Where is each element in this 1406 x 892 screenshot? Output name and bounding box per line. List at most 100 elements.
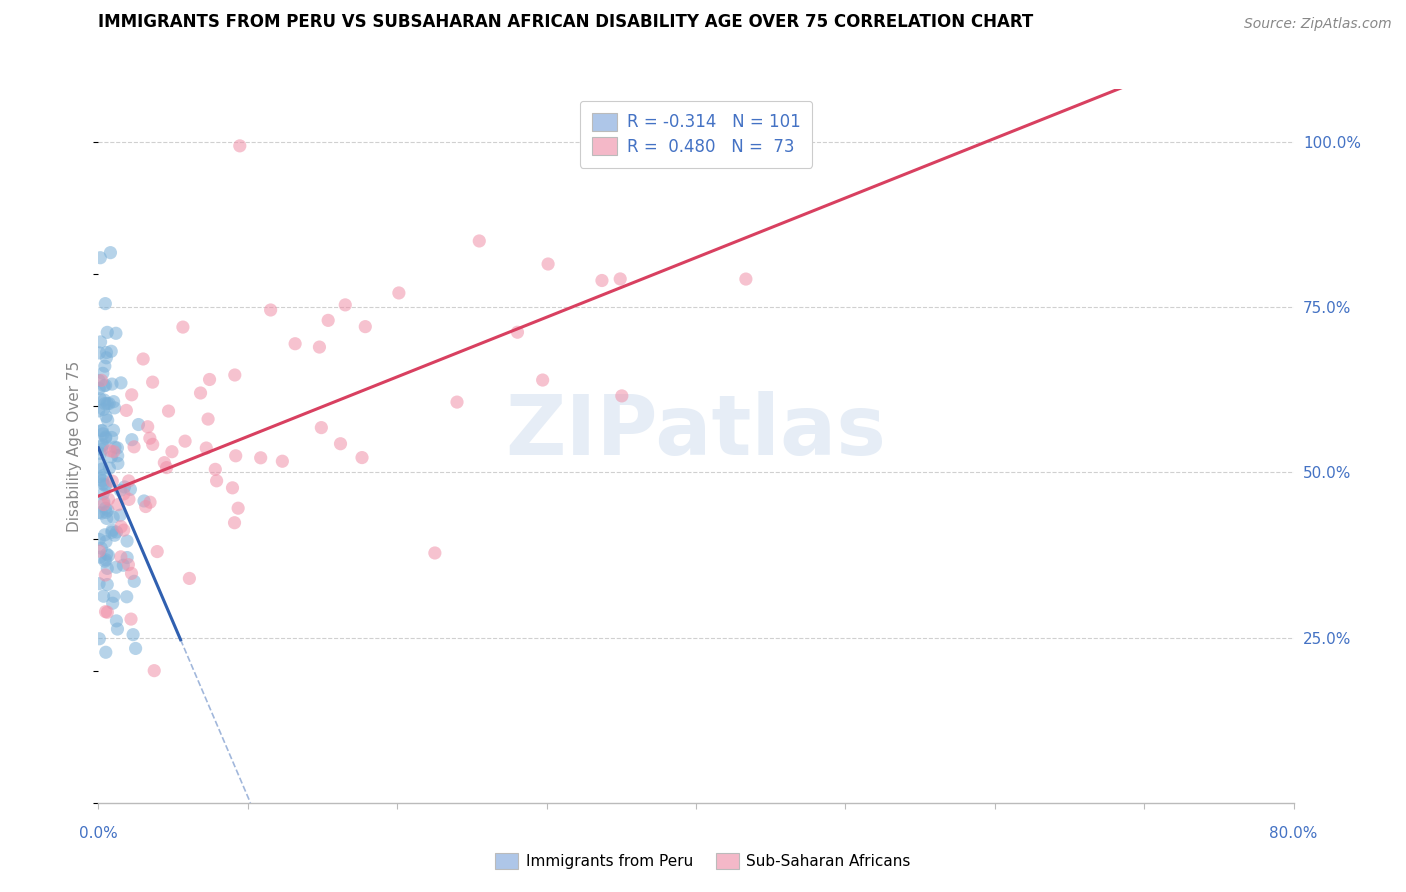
Point (122, 574, 145, 589)
Point (89, 392, 111, 406)
Point (90, 457, 112, 471)
Point (96, 605, 118, 619)
Point (205, 474, 228, 488)
Point (121, 433, 143, 447)
Point (89, 251, 111, 265)
Point (89, 533, 111, 547)
Point (107, 441, 129, 455)
Point (105, 524, 128, 539)
Point (87, 576, 110, 591)
Point (103, 589, 125, 603)
Point (98, 443, 121, 458)
Point (172, 320, 194, 334)
Point (101, 525, 124, 540)
Point (311, 420, 333, 434)
Point (107, 498, 129, 512)
Point (179, 571, 201, 585)
Text: 80.0%: 80.0% (1270, 827, 1317, 841)
Point (93, 495, 115, 509)
Point (112, 558, 135, 573)
Point (110, 483, 132, 498)
Point (91, 477, 114, 491)
Point (103, 510, 125, 524)
Point (96, 547, 118, 561)
Point (89, 469, 111, 483)
Point (198, 372, 221, 386)
Point (93, 392, 115, 407)
Point (94, 528, 117, 542)
Point (423, 546, 446, 560)
Point (107, 622, 129, 636)
Point (91, 487, 114, 501)
Point (101, 523, 124, 537)
Point (174, 434, 197, 449)
Point (94, 397, 117, 411)
Point (197, 412, 219, 426)
Point (115, 534, 138, 549)
Point (121, 388, 143, 402)
Y-axis label: Disability Age Over 75: Disability Age Over 75 (67, 360, 83, 532)
Point (94, 409, 117, 424)
Text: ZIPatlas: ZIPatlas (506, 392, 886, 472)
Point (225, 449, 247, 463)
Point (100, 430, 122, 444)
Point (110, 549, 132, 564)
Point (132, 351, 155, 366)
Point (122, 440, 145, 454)
Point (121, 566, 143, 581)
Point (107, 457, 129, 471)
Point (105, 560, 128, 574)
Point (89, 382, 111, 396)
Point (143, 664, 166, 678)
Point (94, 553, 117, 567)
Point (110, 519, 132, 533)
Point (98, 461, 121, 475)
Point (97, 549, 120, 563)
Point (96, 561, 118, 575)
Point (153, 456, 176, 470)
Point (90, 541, 112, 556)
Point (98, 396, 121, 410)
Point (117, 558, 139, 572)
Point (94, 501, 117, 516)
Point (100, 344, 122, 359)
Point (139, 431, 162, 445)
Point (157, 404, 180, 418)
Point (89, 632, 111, 646)
Point (136, 419, 159, 434)
Point (107, 449, 129, 463)
Point (120, 612, 142, 626)
Point (94, 605, 117, 619)
Point (91, 462, 114, 476)
Point (224, 368, 246, 382)
Text: 0.0%: 0.0% (79, 827, 118, 841)
Point (316, 313, 339, 327)
Point (115, 550, 138, 565)
Point (155, 460, 177, 475)
Point (110, 376, 132, 390)
Point (112, 487, 135, 501)
Point (93, 498, 115, 512)
Point (93, 402, 115, 417)
Point (89, 550, 111, 565)
Point (103, 444, 125, 458)
Point (96, 511, 118, 525)
Point (122, 627, 145, 641)
Point (249, 450, 271, 465)
Point (350, 450, 373, 465)
Point (204, 462, 226, 476)
Point (94, 645, 117, 659)
Point (609, 272, 631, 286)
Point (90, 506, 112, 520)
Point (132, 494, 155, 508)
Point (96, 396, 118, 410)
Point (87, 374, 110, 388)
Legend: R = -0.314   N = 101, R =  0.480   N =  73: R = -0.314 N = 101, R = 0.480 N = 73 (579, 101, 813, 168)
Legend: Immigrants from Peru, Sub-Saharan Africans: Immigrants from Peru, Sub-Saharan Africa… (489, 847, 917, 875)
Point (87, 404, 110, 418)
Point (101, 377, 124, 392)
Point (101, 596, 124, 610)
Point (135, 500, 157, 514)
Text: IMMIGRANTS FROM PERU VS SUBSAHARAN AFRICAN DISABILITY AGE OVER 75 CORRELATION CH: IMMIGRANTS FROM PERU VS SUBSAHARAN AFRIC… (98, 13, 1033, 31)
Point (104, 440, 127, 454)
